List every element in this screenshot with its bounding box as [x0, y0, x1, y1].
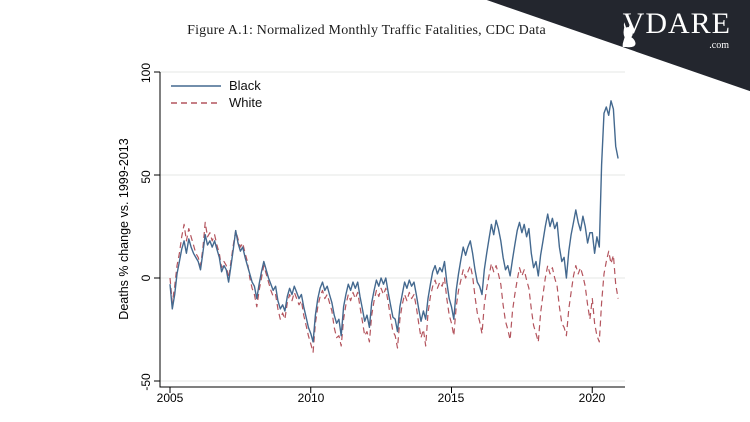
y-tick-label-100: 100 [139, 62, 153, 84]
figure-title: Figure A.1: Normalized Monthly Traffic F… [187, 23, 546, 38]
chart-legend: Black White [161, 73, 275, 115]
black-series-line-icon [171, 84, 221, 87]
legend-item-black: Black [161, 77, 275, 94]
x-tick-label-2020: 2020 [578, 391, 606, 405]
legend-label-black: Black [229, 78, 261, 93]
y-tick-label-0: 0 [139, 274, 153, 282]
x-tick-label-2010: 2010 [297, 391, 325, 405]
white-series-dashed-line-icon [171, 101, 221, 104]
x-tick-label-2005: 2005 [156, 391, 184, 405]
white-series-line [169, 221, 619, 353]
legend-label-white: White [229, 95, 263, 110]
legend-item-white: White [161, 94, 275, 111]
x-tick-label-2015: 2015 [437, 391, 465, 405]
y-tick-label-50: 50 [139, 170, 153, 184]
black-series-line [169, 100, 619, 343]
y-axis-title: Deaths % change vs. 1999-2013 [117, 138, 131, 320]
y-tick-label-neg50: -50 [139, 373, 153, 391]
